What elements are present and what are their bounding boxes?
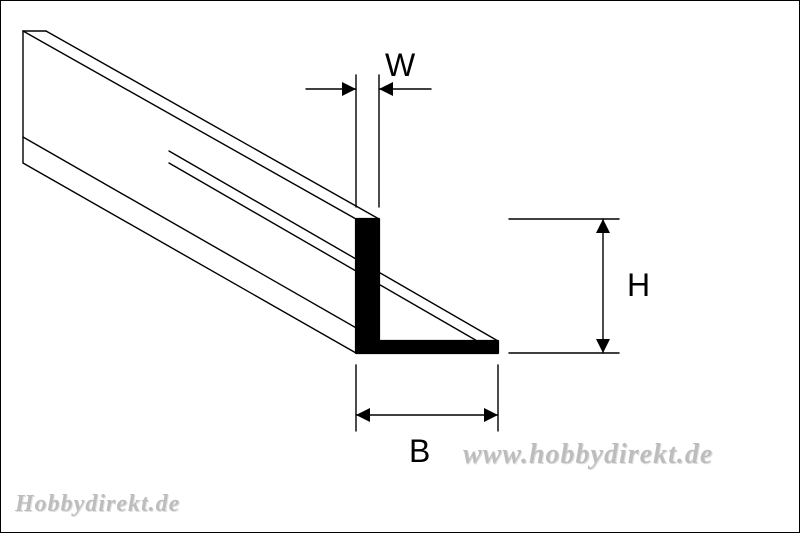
dimension-label-b: B	[409, 433, 430, 470]
dimension-label-w: W	[385, 47, 415, 84]
diagram-canvas: W H B Hobbydirekt.de www.hobbydirekt.de	[0, 0, 800, 533]
watermark-right: www.hobbydirekt.de	[463, 439, 713, 471]
dimension-label-h: H	[627, 267, 650, 304]
watermark-left: Hobbydirekt.de	[15, 491, 180, 518]
